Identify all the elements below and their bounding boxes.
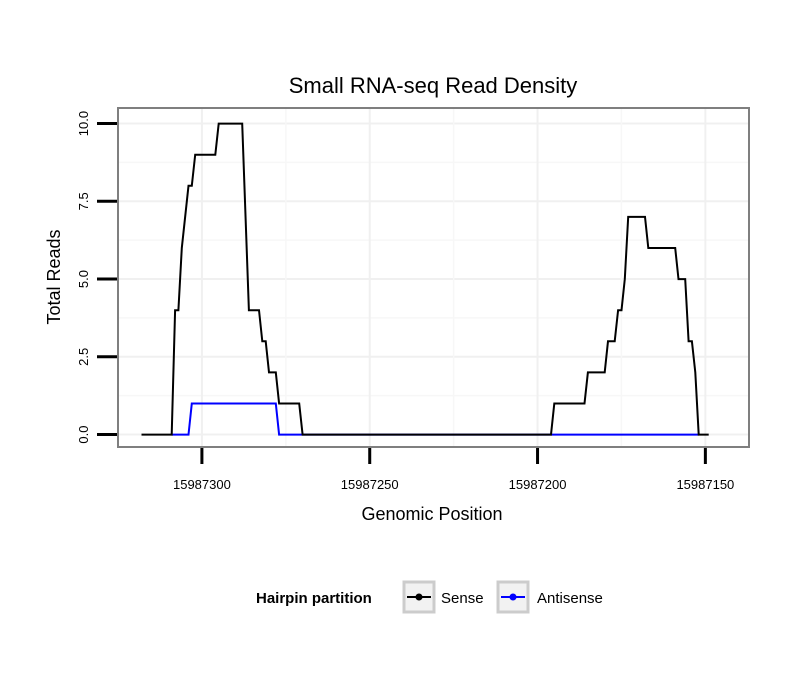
chart-title: Small RNA-seq Read Density xyxy=(289,73,578,98)
y-axis: 0.0 2.5 5.0 7.5 10.0 xyxy=(76,111,117,444)
y-tick-label-2: 5.0 xyxy=(76,270,91,288)
x-tick-label-3: 15987150 xyxy=(676,477,734,492)
legend: Hairpin partition Sense Antisense xyxy=(256,580,603,614)
y-tick-label-1: 2.5 xyxy=(76,348,91,366)
x-axis: 15987300 15987250 15987200 15987150 xyxy=(173,448,734,492)
y-tick-label-4: 10.0 xyxy=(76,111,91,136)
y-axis-title: Total Reads xyxy=(44,229,64,324)
x-tick-label-1: 15987250 xyxy=(341,477,399,492)
y-tick-label-0: 0.0 xyxy=(76,426,91,444)
x-axis-title: Genomic Position xyxy=(361,504,502,524)
x-tick-label-0: 15987300 xyxy=(173,477,231,492)
legend-title: Hairpin partition xyxy=(256,590,372,607)
series-line-sense xyxy=(141,122,709,436)
x-tick-label-2: 15987200 xyxy=(509,477,567,492)
y-tick-label-3: 7.5 xyxy=(76,192,91,210)
legend-point-sense xyxy=(415,593,423,601)
legend-label-sense: Sense xyxy=(441,590,484,607)
legend-point-antisense xyxy=(509,593,517,601)
series-layer xyxy=(141,122,709,436)
series-line-antisense xyxy=(171,402,699,436)
legend-label-antisense: Antisense xyxy=(537,590,603,607)
plot-frame xyxy=(117,107,750,448)
